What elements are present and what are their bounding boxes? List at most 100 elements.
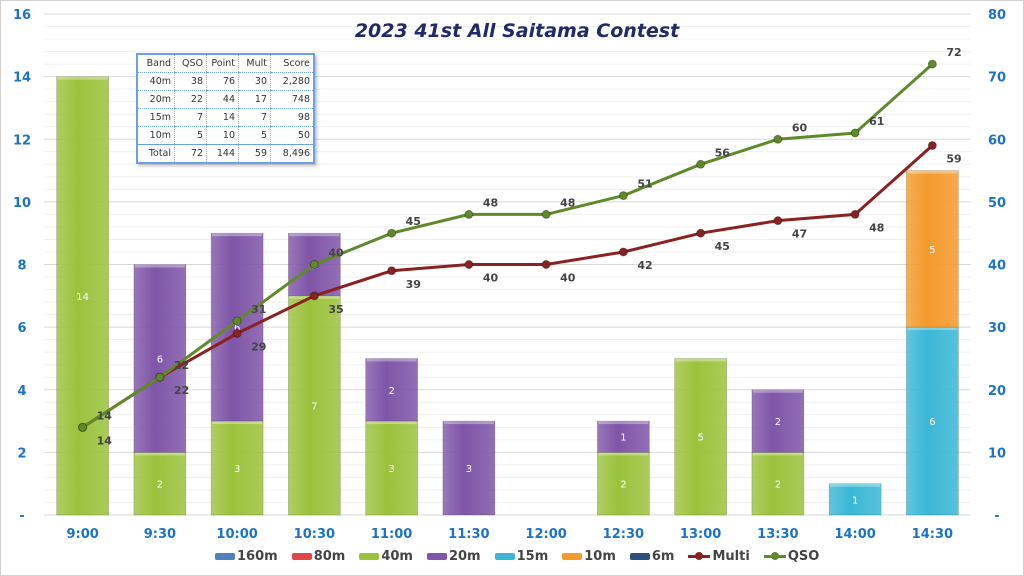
legend-item-10m: 10m xyxy=(562,549,616,564)
line-data-label: 40 xyxy=(560,272,576,285)
x-axis-tick-label: 10:30 xyxy=(294,527,335,542)
legend-label: 160m xyxy=(237,549,278,564)
x-axis-tick-label: 14:30 xyxy=(912,527,953,542)
bar-20m xyxy=(133,264,187,453)
line-data-label: 60 xyxy=(792,121,808,134)
line-data-label: 51 xyxy=(637,178,652,191)
legend-item-20m: 20m xyxy=(426,549,481,564)
line-QSO xyxy=(81,62,934,429)
legend-label: 80m xyxy=(313,549,346,564)
left-axis-tick-label: 2 xyxy=(17,446,26,461)
point-QSO xyxy=(155,372,165,382)
table-cell: 7 xyxy=(174,108,207,127)
point-Multi xyxy=(773,216,783,226)
bar-data-label: 2 xyxy=(775,480,781,491)
bar-highlight xyxy=(366,358,417,362)
line-data-label: 47 xyxy=(792,228,807,241)
x-axis-tick-label: 10:00 xyxy=(216,527,257,542)
summary-table: Band QSO Point Mult Score 40m 38 76 30 2,280 20m 22… xyxy=(136,53,315,164)
table-cell: 59 xyxy=(238,144,271,164)
line-data-label: 61 xyxy=(869,115,884,128)
x-axis-tick-label: 13:00 xyxy=(680,527,721,542)
point-QSO xyxy=(387,228,397,238)
bar-highlight xyxy=(598,421,649,425)
line-data-label: 29 xyxy=(251,340,266,353)
point-QSO xyxy=(464,209,474,219)
left-axis-tick-label: 4 xyxy=(17,384,26,399)
bar-highlight xyxy=(212,421,263,425)
table-cell: 20m xyxy=(137,90,175,109)
bar-40m xyxy=(597,452,650,516)
point-Multi xyxy=(232,328,242,338)
table-cell: 22 xyxy=(174,90,207,109)
left-axis-tick-label: 14 xyxy=(13,71,31,86)
table-cell: Mult xyxy=(238,54,271,73)
point-Multi xyxy=(696,228,706,238)
legend-label: 20m xyxy=(448,549,481,564)
legend-label: 6m xyxy=(651,549,675,564)
legend-line-marker xyxy=(763,552,786,560)
line-data-label: 48 xyxy=(560,196,575,209)
table-row: 15m 7 14 7 98 xyxy=(137,108,314,127)
bar-data-label: 7 xyxy=(311,401,317,412)
bar-15m xyxy=(906,326,959,516)
table-cell: 10m xyxy=(137,126,175,145)
point-QSO xyxy=(850,128,860,138)
bar-data-label: 2 xyxy=(157,480,163,491)
bar-highlight xyxy=(366,421,417,425)
legend-swatch xyxy=(629,553,650,560)
left-axis-tick-label: 8 xyxy=(17,259,26,274)
x-axis-tick-label: 13:30 xyxy=(757,527,798,542)
line-data-label: 48 xyxy=(483,196,498,209)
bar-20m xyxy=(751,389,805,453)
legend-swatch xyxy=(291,553,312,560)
x-axis-tick-label: 12:30 xyxy=(603,527,644,542)
line-data-label: 39 xyxy=(406,278,421,291)
bar-15m xyxy=(828,483,882,516)
line-data-label: 56 xyxy=(715,146,731,159)
point-QSO xyxy=(927,59,937,69)
bar-data-label: 5 xyxy=(697,433,703,444)
table-cell: Point xyxy=(206,54,239,73)
right-axis-tick-label: 80 xyxy=(988,8,1006,23)
bar-data-label: 1 xyxy=(852,495,858,506)
line-data-label: 42 xyxy=(637,259,652,272)
table-cell: 5 xyxy=(174,126,207,145)
legend-item-6m: 6m xyxy=(629,549,675,564)
line-data-label: 40 xyxy=(483,272,499,285)
bar-data-label: 3 xyxy=(466,464,472,475)
left-axis-tick-label: 12 xyxy=(13,133,31,148)
right-axis-tick-label: 50 xyxy=(988,196,1006,211)
legend-label: 15m xyxy=(516,549,549,564)
line-data-label: 40 xyxy=(328,247,344,260)
legend-swatch xyxy=(494,553,515,560)
legend-item-QSO: QSO xyxy=(763,549,819,564)
point-Multi xyxy=(927,141,937,151)
bar-highlight xyxy=(752,452,803,456)
legend-item-160m: 160m xyxy=(215,549,278,564)
bar-data-label: 1 xyxy=(620,433,626,444)
legend-line-marker xyxy=(688,552,711,560)
bar-40m xyxy=(751,452,805,516)
bar-10m xyxy=(906,170,959,328)
right-axis-tick-label: 70 xyxy=(988,71,1006,86)
bar-highlight xyxy=(57,76,108,80)
left-axis-tick-label: - xyxy=(19,509,24,524)
bar-40m xyxy=(133,452,187,516)
legend-swatch xyxy=(426,553,447,560)
legend-swatch xyxy=(215,553,235,560)
point-QSO xyxy=(232,316,242,326)
bar-highlight xyxy=(907,170,958,174)
x-axis-tick-label: 11:00 xyxy=(371,527,412,542)
table-row: 10m 5 10 5 50 xyxy=(137,126,314,145)
bar-data-label: 3 xyxy=(388,464,394,475)
table-cell: 30 xyxy=(238,72,271,91)
table-cell: 76 xyxy=(206,72,239,91)
right-axis-tick-label: 10 xyxy=(988,446,1006,461)
table-cell: 8,496 xyxy=(270,144,314,164)
bar-data-label: 2 xyxy=(775,417,781,428)
x-axis-tick-label: 9:30 xyxy=(144,527,176,542)
point-QSO xyxy=(309,260,319,269)
bar-data-label: 3 xyxy=(234,464,240,475)
legend-item-Multi: Multi xyxy=(688,549,750,564)
